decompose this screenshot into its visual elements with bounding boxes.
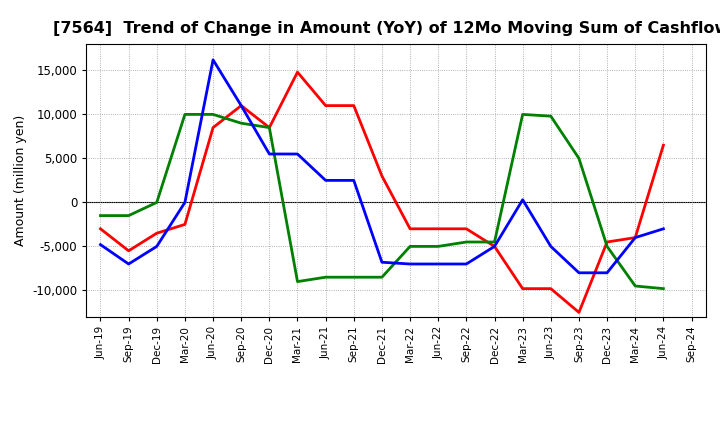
Investing Cashflow xyxy=(293,279,302,284)
Operating Cashflow xyxy=(377,173,386,179)
Free Cashflow xyxy=(518,197,527,202)
Investing Cashflow xyxy=(575,156,583,161)
Operating Cashflow xyxy=(321,103,330,108)
Free Cashflow xyxy=(153,244,161,249)
Free Cashflow xyxy=(434,261,443,267)
Investing Cashflow xyxy=(96,213,105,218)
Investing Cashflow xyxy=(546,114,555,119)
Operating Cashflow xyxy=(153,231,161,236)
Free Cashflow xyxy=(349,178,358,183)
Investing Cashflow xyxy=(462,239,471,245)
Operating Cashflow xyxy=(631,235,639,240)
Free Cashflow xyxy=(293,151,302,157)
Operating Cashflow xyxy=(125,248,133,253)
Operating Cashflow xyxy=(237,103,246,108)
Free Cashflow xyxy=(659,226,667,231)
Free Cashflow xyxy=(96,242,105,247)
Free Cashflow xyxy=(406,261,415,267)
Free Cashflow xyxy=(490,244,499,249)
Free Cashflow xyxy=(265,151,274,157)
Investing Cashflow xyxy=(125,213,133,218)
Operating Cashflow xyxy=(434,226,443,231)
Operating Cashflow xyxy=(575,310,583,315)
Free Cashflow xyxy=(575,270,583,275)
Operating Cashflow xyxy=(518,286,527,291)
Free Cashflow xyxy=(181,200,189,205)
Operating Cashflow xyxy=(265,125,274,130)
Legend: Operating Cashflow, Investing Cashflow, Free Cashflow: Operating Cashflow, Investing Cashflow, … xyxy=(146,438,646,440)
Investing Cashflow xyxy=(265,125,274,130)
Investing Cashflow xyxy=(603,244,611,249)
Operating Cashflow xyxy=(462,226,471,231)
Operating Cashflow xyxy=(406,226,415,231)
Investing Cashflow xyxy=(377,275,386,280)
Operating Cashflow xyxy=(659,143,667,148)
Investing Cashflow xyxy=(209,112,217,117)
Operating Cashflow xyxy=(181,222,189,227)
Line: Operating Cashflow: Operating Cashflow xyxy=(101,72,663,312)
Investing Cashflow xyxy=(434,244,443,249)
Line: Investing Cashflow: Investing Cashflow xyxy=(101,114,663,289)
Investing Cashflow xyxy=(631,283,639,289)
Free Cashflow xyxy=(125,261,133,267)
Free Cashflow xyxy=(631,235,639,240)
Investing Cashflow xyxy=(406,244,415,249)
Investing Cashflow xyxy=(518,112,527,117)
Investing Cashflow xyxy=(659,286,667,291)
Operating Cashflow xyxy=(546,286,555,291)
Line: Free Cashflow: Free Cashflow xyxy=(101,60,663,273)
Operating Cashflow xyxy=(603,239,611,245)
Free Cashflow xyxy=(237,103,246,108)
Operating Cashflow xyxy=(293,70,302,75)
Operating Cashflow xyxy=(349,103,358,108)
Investing Cashflow xyxy=(181,112,189,117)
Investing Cashflow xyxy=(490,239,499,245)
Investing Cashflow xyxy=(237,121,246,126)
Free Cashflow xyxy=(462,261,471,267)
Investing Cashflow xyxy=(349,275,358,280)
Free Cashflow xyxy=(546,244,555,249)
Operating Cashflow xyxy=(209,125,217,130)
Operating Cashflow xyxy=(96,226,105,231)
Free Cashflow xyxy=(209,57,217,62)
Title: [7564]  Trend of Change in Amount (YoY) of 12Mo Moving Sum of Cashflows: [7564] Trend of Change in Amount (YoY) o… xyxy=(53,21,720,36)
Investing Cashflow xyxy=(321,275,330,280)
Free Cashflow xyxy=(377,260,386,265)
Investing Cashflow xyxy=(153,200,161,205)
Free Cashflow xyxy=(603,270,611,275)
Free Cashflow xyxy=(321,178,330,183)
Y-axis label: Amount (million yen): Amount (million yen) xyxy=(14,115,27,246)
Operating Cashflow xyxy=(490,244,499,249)
